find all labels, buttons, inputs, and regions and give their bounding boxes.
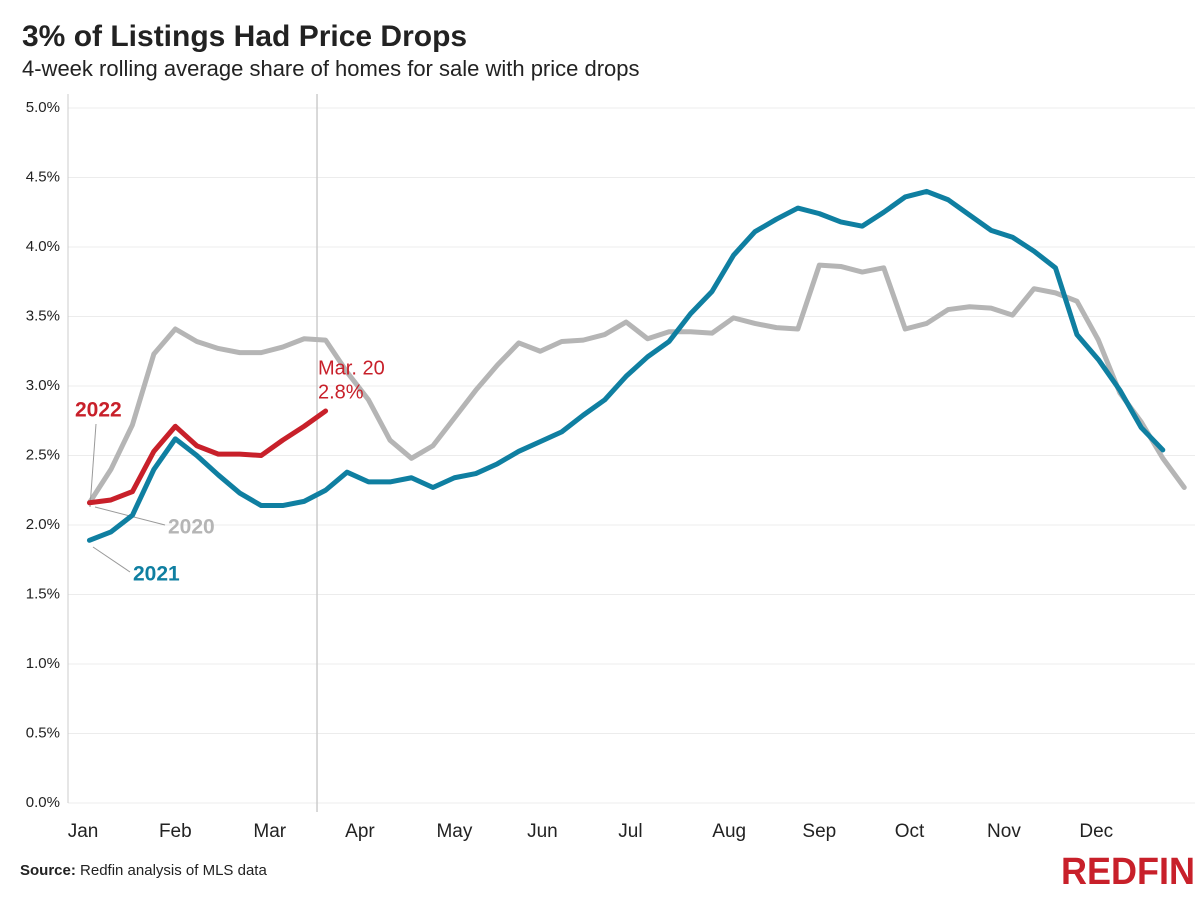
- chart-subtitle: 4-week rolling average share of homes fo…: [22, 56, 640, 81]
- leader-line: [92, 546, 131, 573]
- series-label: 2020: [168, 516, 215, 539]
- x-tick-label: Jan: [68, 821, 99, 842]
- x-tick-label: May: [436, 821, 472, 842]
- x-tick-label: Apr: [345, 821, 375, 842]
- y-tick-label: 4.5%: [26, 168, 60, 185]
- x-tick-label: Dec: [1079, 821, 1113, 842]
- series-label: 2022: [75, 399, 122, 422]
- y-tick-label: 1.5%: [26, 585, 60, 602]
- x-tick-label: Sep: [802, 821, 836, 842]
- chart-title: 3% of Listings Had Price Drops: [22, 20, 467, 53]
- x-tick-label: Nov: [987, 821, 1021, 842]
- source-label: Source:: [20, 862, 76, 879]
- x-tick-label: Aug: [712, 821, 746, 842]
- x-tick-label: Oct: [895, 821, 925, 842]
- source: Source: Redfin analysis of MLS data: [20, 862, 267, 879]
- series-line: [86, 408, 329, 506]
- series-line: [86, 262, 1187, 506]
- y-tick-label: 2.0%: [26, 516, 60, 533]
- series-line: [86, 188, 1166, 543]
- annotation: Mar. 20: [318, 357, 385, 379]
- data-label: 2.8%: [318, 381, 364, 403]
- y-tick-label: 2.5%: [26, 446, 60, 463]
- x-tick-label: Jul: [618, 821, 642, 842]
- y-tick-label: 0.0%: [26, 794, 60, 811]
- leader-line: [89, 423, 97, 508]
- y-tick-label: 1.0%: [26, 655, 60, 672]
- x-tick-label: Mar: [253, 821, 286, 842]
- y-tick-label: 4.0%: [26, 238, 60, 255]
- y-tick-label: 5.0%: [26, 99, 60, 116]
- x-tick-label: Feb: [159, 821, 192, 842]
- logo: REDFIN: [1061, 851, 1195, 893]
- x-tick-label: Jun: [527, 821, 558, 842]
- y-tick-label: 0.5%: [26, 724, 60, 741]
- series-label: 2021: [133, 563, 180, 586]
- source-text: Redfin analysis of MLS data: [80, 862, 267, 879]
- y-tick-label: 3.5%: [26, 307, 60, 324]
- y-tick-label: 3.0%: [26, 377, 60, 394]
